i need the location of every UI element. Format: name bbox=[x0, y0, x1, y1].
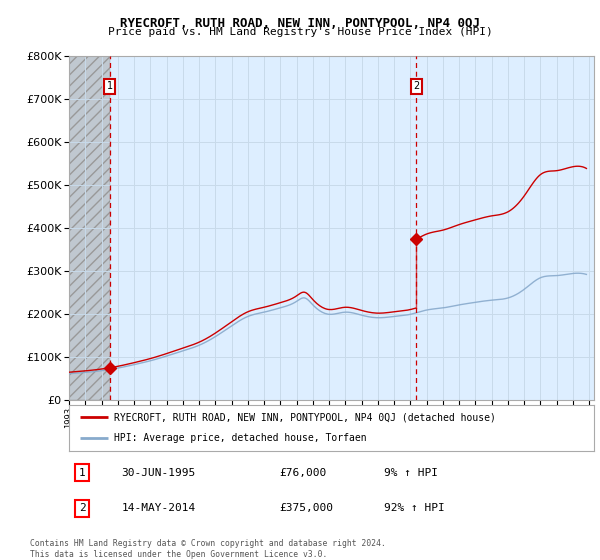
Text: Contains HM Land Registry data © Crown copyright and database right 2024.
This d: Contains HM Land Registry data © Crown c… bbox=[30, 539, 386, 559]
Text: 1: 1 bbox=[79, 468, 86, 478]
Text: 30-JUN-1995: 30-JUN-1995 bbox=[121, 468, 196, 478]
Text: 14-MAY-2014: 14-MAY-2014 bbox=[121, 503, 196, 514]
Text: 92% ↑ HPI: 92% ↑ HPI bbox=[384, 503, 445, 514]
Text: Price paid vs. HM Land Registry's House Price Index (HPI): Price paid vs. HM Land Registry's House … bbox=[107, 27, 493, 37]
Text: £76,000: £76,000 bbox=[279, 468, 326, 478]
Text: £375,000: £375,000 bbox=[279, 503, 333, 514]
Text: 1: 1 bbox=[107, 81, 113, 91]
Text: 2: 2 bbox=[413, 81, 419, 91]
Text: RYECROFT, RUTH ROAD, NEW INN, PONTYPOOL, NP4 0QJ: RYECROFT, RUTH ROAD, NEW INN, PONTYPOOL,… bbox=[120, 17, 480, 30]
Text: RYECROFT, RUTH ROAD, NEW INN, PONTYPOOL, NP4 0QJ (detached house): RYECROFT, RUTH ROAD, NEW INN, PONTYPOOL,… bbox=[113, 412, 496, 422]
Text: HPI: Average price, detached house, Torfaen: HPI: Average price, detached house, Torf… bbox=[113, 433, 366, 444]
Text: 2: 2 bbox=[79, 503, 86, 514]
Text: 9% ↑ HPI: 9% ↑ HPI bbox=[384, 468, 438, 478]
Bar bbox=[69, 56, 110, 400]
